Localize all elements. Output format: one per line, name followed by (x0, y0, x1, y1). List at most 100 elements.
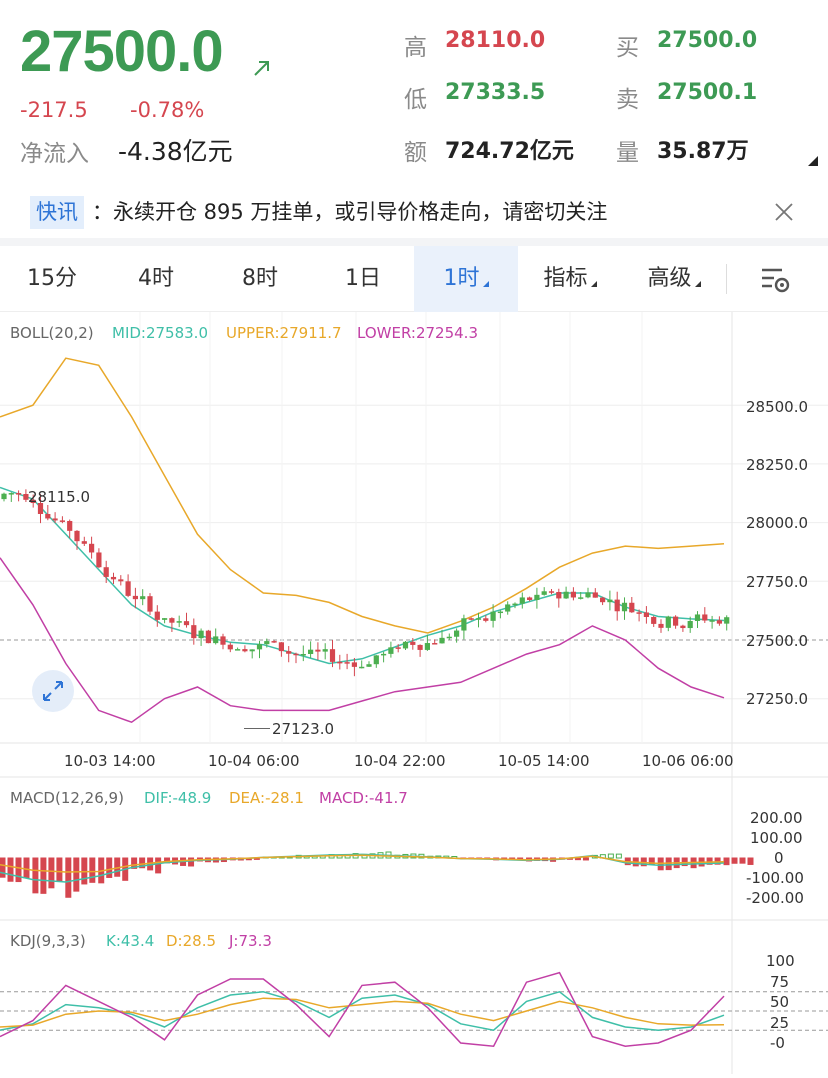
kdj-y-tick: 100 (766, 952, 795, 970)
min-price-label: 27123.0 (272, 720, 335, 738)
y-tick: 27750.0 (746, 573, 809, 591)
candle-up (424, 643, 430, 650)
x-tick: 10-04 06:00 (208, 752, 300, 770)
candle-up (454, 630, 460, 637)
candle-up (585, 592, 591, 598)
x-tick: 10-06 06:00 (642, 752, 734, 770)
candle-down (395, 647, 401, 649)
candle-up (388, 647, 394, 654)
tab-4h[interactable]: 4时 (138, 266, 174, 291)
candle-down (125, 581, 131, 596)
candle-up (512, 603, 518, 606)
candle-down (45, 513, 51, 519)
kdj-y-tick: 25 (770, 1014, 790, 1032)
candle-down (673, 616, 679, 626)
tab-1d[interactable]: 1日 (345, 266, 381, 291)
candle-down (23, 493, 29, 500)
close-icon[interactable] (772, 200, 796, 224)
candle-down (483, 618, 489, 621)
candle-down (16, 493, 22, 495)
candle-up (490, 611, 496, 621)
candle-down (132, 595, 138, 600)
candle-down (315, 649, 321, 652)
net-inflow-label: 净流入 (20, 141, 89, 167)
macd-dea-line (0, 854, 725, 873)
boll-lower: LOWER:27254.3 (357, 324, 478, 342)
candle-up (607, 599, 613, 603)
macd-bar (32, 857, 39, 894)
tab-1h[interactable]: 1时 (414, 246, 518, 312)
macd-y-tick: 200.00 (750, 809, 803, 827)
macd-bar (106, 857, 113, 878)
macd-bar (681, 857, 688, 867)
candle-down (147, 596, 153, 612)
candle-down (271, 641, 277, 643)
candle-down (329, 649, 336, 662)
candle-up (694, 614, 701, 622)
price-change: -217.5 (20, 98, 88, 122)
candle-down (570, 591, 576, 598)
boll-name: BOLL(20,2) (10, 324, 94, 342)
candle-down (293, 653, 299, 656)
candle-down (242, 649, 248, 652)
bid-label: 买 (616, 35, 639, 61)
interval-tabs: 15分 4时 8时 1日 1时 指标 高级 (0, 246, 828, 312)
divider (0, 238, 828, 246)
candle-down (351, 662, 357, 667)
candle-up (497, 611, 503, 614)
candle-down (702, 614, 708, 621)
fullscreen-button[interactable] (32, 670, 74, 712)
high-value: 28110.0 (445, 28, 546, 53)
max-price-label: 28115.0 (28, 488, 91, 506)
candle-up (709, 620, 715, 622)
tab-8h[interactable]: 8时 (242, 266, 278, 291)
y-tick: 27500.0 (746, 632, 809, 650)
price-change-pct: -0.78% (130, 98, 205, 122)
y-tick: 28250.0 (746, 456, 809, 474)
candle-down (81, 541, 87, 544)
candle-up (1, 493, 7, 500)
candle-up (687, 621, 693, 629)
candle-up (198, 630, 204, 639)
tab-indicators[interactable]: 指标 (518, 246, 622, 312)
chart-background (0, 312, 828, 1074)
expand-icon (43, 681, 63, 701)
candle-down (716, 620, 722, 624)
candle-down (344, 662, 350, 664)
news-tag: 快讯 (30, 196, 84, 229)
macd-bar (188, 857, 195, 867)
expand-corner-icon[interactable] (808, 156, 818, 166)
candle-down (227, 644, 233, 650)
tab-advanced[interactable]: 高级 (622, 246, 726, 312)
chart-area[interactable]: BOLL(20,2) MID:27583.0 UPPER:27911.7 LOW… (0, 312, 828, 1078)
candle-up (439, 637, 445, 644)
news-bar[interactable]: 快讯 ：永续开仓 895 万挂单，或引导价格走向，请密切关注 (0, 190, 828, 238)
candle-down (74, 530, 80, 542)
macd-dea: DEA:-28.1 (229, 789, 304, 807)
macd-y-tick: 0 (774, 849, 784, 867)
candlestick-chart[interactable] (0, 312, 828, 1074)
candle-down (556, 592, 562, 599)
dropdown-indicator-icon (482, 281, 489, 287)
candle-up (264, 641, 270, 645)
candle-up (665, 616, 671, 628)
candle-down (30, 499, 36, 504)
candle-down (205, 630, 211, 644)
candle-up (256, 644, 263, 650)
candle-up (300, 654, 306, 656)
macd-bar (615, 853, 622, 859)
macd-bar (131, 857, 138, 869)
candle-up (446, 636, 452, 639)
candle-down (191, 625, 197, 639)
candle-down (154, 611, 160, 620)
last-price: 27500.0 (20, 19, 224, 84)
macd-value: MACD:-41.7 (319, 789, 408, 807)
boll-upper-line (0, 357, 725, 634)
candle-up (402, 641, 409, 649)
high-label: 高 (404, 35, 427, 61)
candle-down (658, 623, 664, 628)
chart-settings-icon[interactable] (760, 266, 792, 294)
macd-y-tick: -200.00 (746, 889, 804, 907)
macd-bar (155, 857, 162, 874)
tab-15m[interactable]: 15分 (27, 266, 77, 291)
